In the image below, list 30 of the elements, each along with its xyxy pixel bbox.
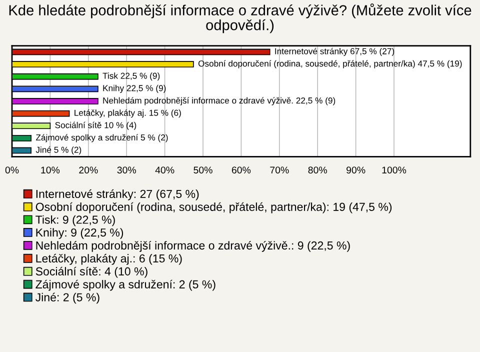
legend-label: Zájmové spolky a sdružení: 2 (5 %) — [36, 280, 216, 291]
legend-label: Knihy: 9 (22,5 %) — [36, 228, 124, 239]
x-tick-label: 30% — [117, 166, 136, 174]
x-tick-label: 40% — [155, 166, 174, 174]
x-tick-label: 100% — [382, 166, 406, 174]
data-label: Jiné 5 % (2) — [36, 146, 82, 155]
legend-label: Sociální sítě: 4 (10 %) — [36, 266, 148, 278]
legend-label: Jiné: 2 (5 %) — [36, 292, 100, 304]
chart-title: Kde hledáte podrobnější informace o zdravé výživě? (Můžete zvolit více odpovědí.) — [9, 4, 472, 34]
x-tick-label: 90% — [346, 166, 366, 174]
data-label: Zájmové spolky a sdružení 5 % (2) — [36, 134, 168, 142]
data-label: Sociální sítě 10 % (4) — [55, 122, 136, 130]
data-label: Osobní doporučení (rodina, sousedé, přátelé, partner/ka) 47,5 % (19) — [198, 60, 462, 68]
data-label: Knihy 22,5 % (9) — [103, 84, 166, 93]
data-label: Nehledám podrobnější informace o zdravé výživě. 22,5 % (9) — [103, 97, 336, 106]
x-tick-label: 50% — [194, 166, 212, 174]
x-tick-label: 70% — [270, 166, 289, 174]
data-label: Internetové stránky 67,5 % (27) — [275, 48, 394, 56]
data-label: Tisk 22,5 % (9) — [102, 72, 160, 81]
legend-label: Letáčky, plakáty aj.: 6 (15 %) — [36, 254, 182, 265]
x-tick-label: 0% — [5, 166, 19, 174]
legend-label: Nehledám podrobnější informace o zdravé výživě.: 9 (22,5 %) — [36, 240, 350, 252]
data-label: Letáčky, plakáty aj. 15 % (6) — [74, 109, 181, 118]
x-tick-label: 80% — [308, 166, 327, 174]
x-tick-label: 60% — [232, 166, 251, 174]
legend-label: Osobní doporučení (rodina, sousedé, přátelé, partner/ka): 19 (47,5 %) — [36, 202, 392, 214]
x-tick-label: 10% — [41, 166, 60, 174]
x-tick-label: 20% — [79, 166, 98, 174]
legend-label: Internetové stránky: 27 (67,5 %) — [36, 189, 199, 200]
legend-label: Tisk: 9 (22,5 %) — [36, 215, 115, 226]
